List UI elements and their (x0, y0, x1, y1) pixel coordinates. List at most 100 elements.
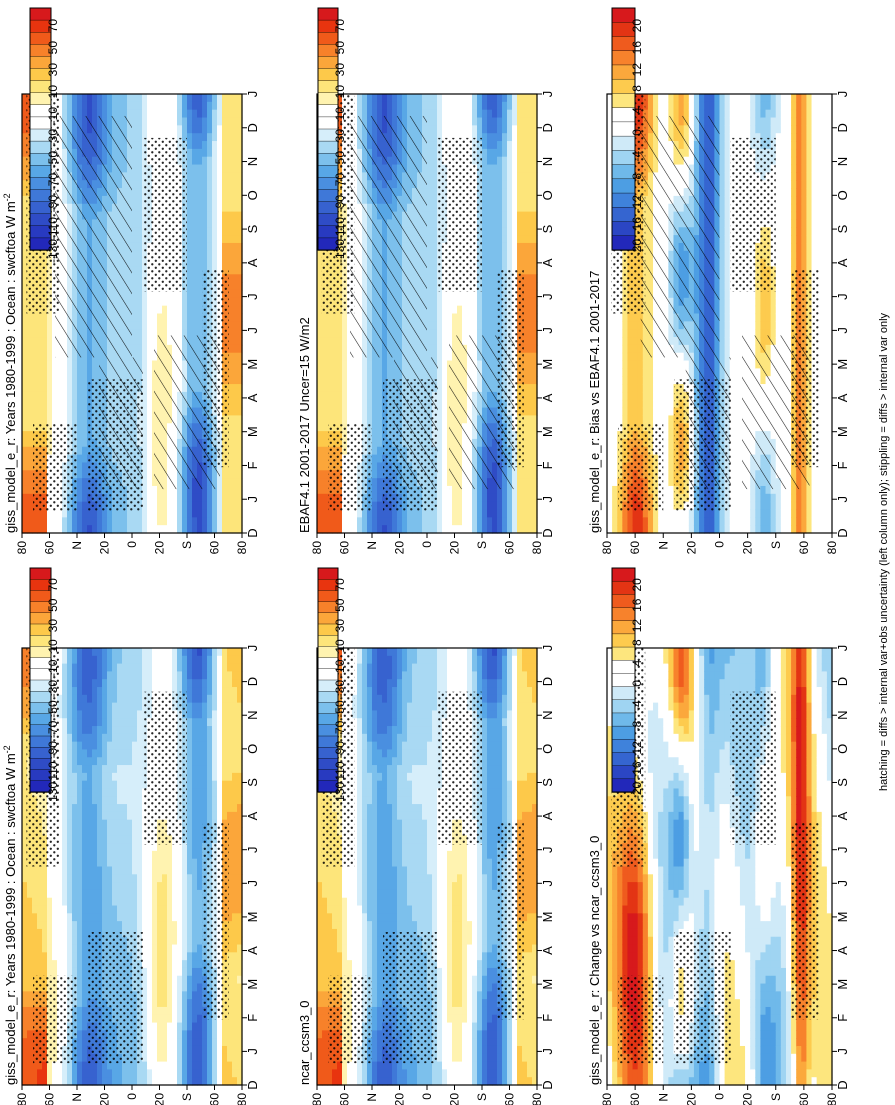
field-cell (197, 195, 203, 205)
field-cell (427, 117, 433, 126)
field-cell (22, 344, 28, 354)
field-cell (77, 407, 83, 417)
field-cell (197, 211, 203, 221)
field-cell (507, 109, 513, 119)
field-cell (237, 266, 243, 275)
field-cell (347, 360, 353, 369)
field-cell (527, 94, 533, 103)
field-cell (327, 313, 333, 322)
field-cell (27, 446, 33, 456)
field-cell (192, 266, 198, 275)
field-cell (237, 289, 243, 299)
field-cell (157, 313, 163, 322)
field-cell (202, 156, 208, 166)
field-cell (357, 525, 363, 534)
field-cell (97, 101, 103, 111)
field-cell (87, 509, 93, 518)
field-cell (27, 329, 33, 338)
field-cell (162, 509, 168, 518)
field-cell (317, 454, 323, 464)
field-cell (237, 438, 243, 448)
field-cell (432, 297, 438, 307)
field-cell (197, 266, 203, 275)
field-cell (137, 266, 143, 275)
field-cell (502, 485, 508, 495)
field-cell (147, 109, 153, 119)
field-cell (317, 266, 323, 275)
field-cell (57, 101, 63, 111)
field-cell (317, 321, 323, 330)
field-cell (522, 203, 528, 213)
field-cell (182, 485, 188, 495)
field-cell (437, 501, 443, 511)
field-cell (107, 525, 113, 534)
field-cell (137, 117, 143, 126)
colorbar-label: -130 (46, 239, 60, 263)
field-cell (457, 297, 463, 307)
field-cell (477, 525, 483, 534)
field-cell (492, 266, 498, 275)
field-cell (197, 227, 203, 236)
field-cell (142, 368, 148, 377)
field-cell (517, 188, 523, 197)
field-cell (462, 289, 468, 299)
field-cell (442, 360, 448, 369)
field-cell (472, 313, 478, 322)
field-cell (37, 313, 43, 322)
field-cell (452, 125, 458, 134)
field-cell (27, 321, 33, 330)
field-cell (477, 501, 483, 511)
field-cell (377, 517, 383, 526)
field-cell (187, 94, 193, 103)
field-cell (22, 172, 28, 181)
field-cell (192, 250, 198, 260)
field-cell (367, 109, 373, 119)
field-cell (482, 282, 488, 291)
field-cell (507, 156, 513, 166)
colorbar-label: -30 (46, 129, 60, 147)
field-cell (462, 101, 468, 111)
field-cell (382, 94, 388, 103)
field-cell (322, 462, 328, 471)
field-cell (477, 117, 483, 126)
field-cell (442, 470, 448, 479)
field-cell (447, 329, 453, 338)
field-cell (487, 501, 493, 511)
field-cell (337, 399, 343, 409)
field-cell (337, 344, 343, 354)
field-cell (57, 384, 63, 393)
field-cell (82, 509, 88, 518)
field-cell (502, 109, 508, 119)
field-cell (167, 501, 173, 511)
field-cell (172, 485, 178, 495)
field-cell (132, 274, 138, 283)
field-cell (437, 125, 443, 134)
field-cell (187, 289, 193, 299)
field-cell (172, 329, 178, 338)
field-cell (217, 203, 223, 213)
field-cell (147, 493, 153, 503)
field-cell (442, 399, 448, 409)
field-cell (322, 329, 328, 338)
field-cell (432, 282, 438, 291)
field-cell (137, 94, 143, 103)
field-cell (352, 368, 358, 377)
field-cell (232, 274, 238, 283)
field-cell (492, 258, 498, 268)
field-cell (482, 258, 488, 268)
field-cell (502, 133, 508, 142)
field-cell (372, 360, 378, 369)
field-cell (427, 101, 433, 111)
field-cell (62, 109, 68, 119)
field-cell (377, 525, 383, 534)
field-cell (227, 415, 233, 424)
field-cell (47, 509, 53, 518)
field-cell (227, 156, 233, 166)
field-cell (222, 125, 228, 134)
field-cell (182, 517, 188, 526)
field-cell (477, 305, 483, 315)
lat-label: 20 (153, 541, 167, 555)
field-cell (432, 274, 438, 283)
field-cell (137, 289, 143, 299)
month-label: J (245, 293, 260, 300)
